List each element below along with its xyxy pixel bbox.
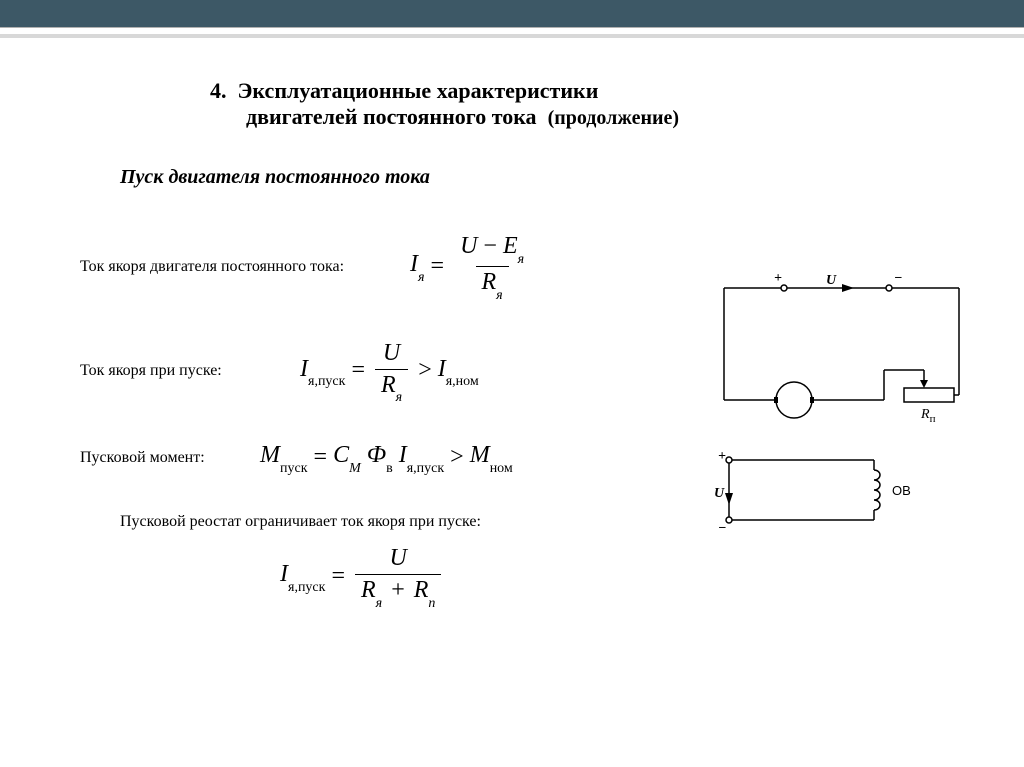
- circ-Rp: Rп: [920, 407, 936, 425]
- formula-start-current: Iя,пуск = U Rя > Iя,ном: [300, 340, 479, 403]
- num-E-sub: я: [518, 252, 525, 267]
- circ2-OB: ОВ: [892, 483, 911, 498]
- rs-den-R2: R: [414, 577, 429, 603]
- circ-minus: −: [894, 271, 902, 286]
- formula-reostat: Iя,пуск = U Rя + Rп: [280, 545, 964, 608]
- num-E: E: [503, 233, 518, 259]
- circ2-U: U: [714, 486, 725, 501]
- st-rhs-sub: ном: [490, 461, 513, 476]
- sc-den-R: R: [381, 372, 396, 398]
- formula-start-torque: Mпуск = CMФвIя,пуск > Mном: [260, 442, 513, 473]
- sc-num: U: [377, 340, 406, 369]
- den-R: R: [482, 269, 497, 295]
- st-M: M: [260, 442, 280, 468]
- label-start-current: Ток якоря при пуске:: [80, 360, 260, 382]
- header-bar: [0, 0, 1024, 28]
- sym-I-sub: я: [418, 270, 425, 285]
- st-I-sub: я,пуск: [407, 461, 444, 476]
- circ-plus: +: [774, 271, 782, 286]
- st-C-sub: M: [349, 461, 361, 476]
- rs-den-R1-sub: я: [376, 596, 383, 611]
- st-compare: >: [450, 444, 464, 471]
- subtitle: Пуск двигателя постоянного тока: [120, 166, 964, 189]
- circ2-plus: +: [718, 449, 726, 464]
- st-eq: =: [314, 444, 328, 471]
- rs-I-sub: я,пуск: [288, 580, 325, 595]
- label-start-torque: Пусковой момент:: [80, 447, 260, 469]
- st-M-sub: пуск: [280, 461, 308, 476]
- circ2-minus: −: [718, 521, 726, 536]
- st-rhs: M: [470, 442, 490, 468]
- st-Phi: Ф: [367, 442, 386, 468]
- label-armature: Ток якоря двигателя постоянного тока:: [80, 256, 410, 278]
- formula-armature: Iя = U − Eя Rя: [410, 233, 534, 300]
- sc-rhs-sub: я,ном: [446, 374, 479, 389]
- rs-I: I: [280, 561, 288, 587]
- rs-den-R2-sub: п: [428, 596, 435, 611]
- sc-compare: >: [418, 357, 432, 384]
- st-Phi-sub: в: [386, 461, 393, 476]
- sc-den-R-sub: я: [396, 390, 403, 405]
- sc-I: I: [300, 356, 308, 382]
- title-number: 4.: [210, 78, 227, 103]
- st-C: C: [333, 442, 349, 468]
- den-R-sub: я: [496, 288, 503, 303]
- st-I: I: [399, 442, 407, 468]
- num-op: −: [483, 233, 497, 259]
- num-U: U: [460, 233, 477, 259]
- title-line1: Эксплуатационные характеристики: [238, 78, 599, 103]
- rs-den-R1: R: [361, 577, 376, 603]
- title: 4. Эксплуатационные характеристики двига…: [210, 78, 964, 130]
- rs-den-op: +: [388, 577, 408, 603]
- title-line2: двигателей постоянного тока: [246, 104, 537, 129]
- title-continuation: (продолжение): [548, 107, 680, 129]
- circ-U: U: [826, 273, 837, 288]
- circuit-diagram: + U − Rп + U − ОВ: [714, 270, 984, 550]
- rs-num: U: [384, 545, 413, 574]
- sc-rhs: I: [438, 356, 446, 382]
- sc-I-sub: я,пуск: [308, 374, 345, 389]
- sym-I: I: [410, 251, 418, 277]
